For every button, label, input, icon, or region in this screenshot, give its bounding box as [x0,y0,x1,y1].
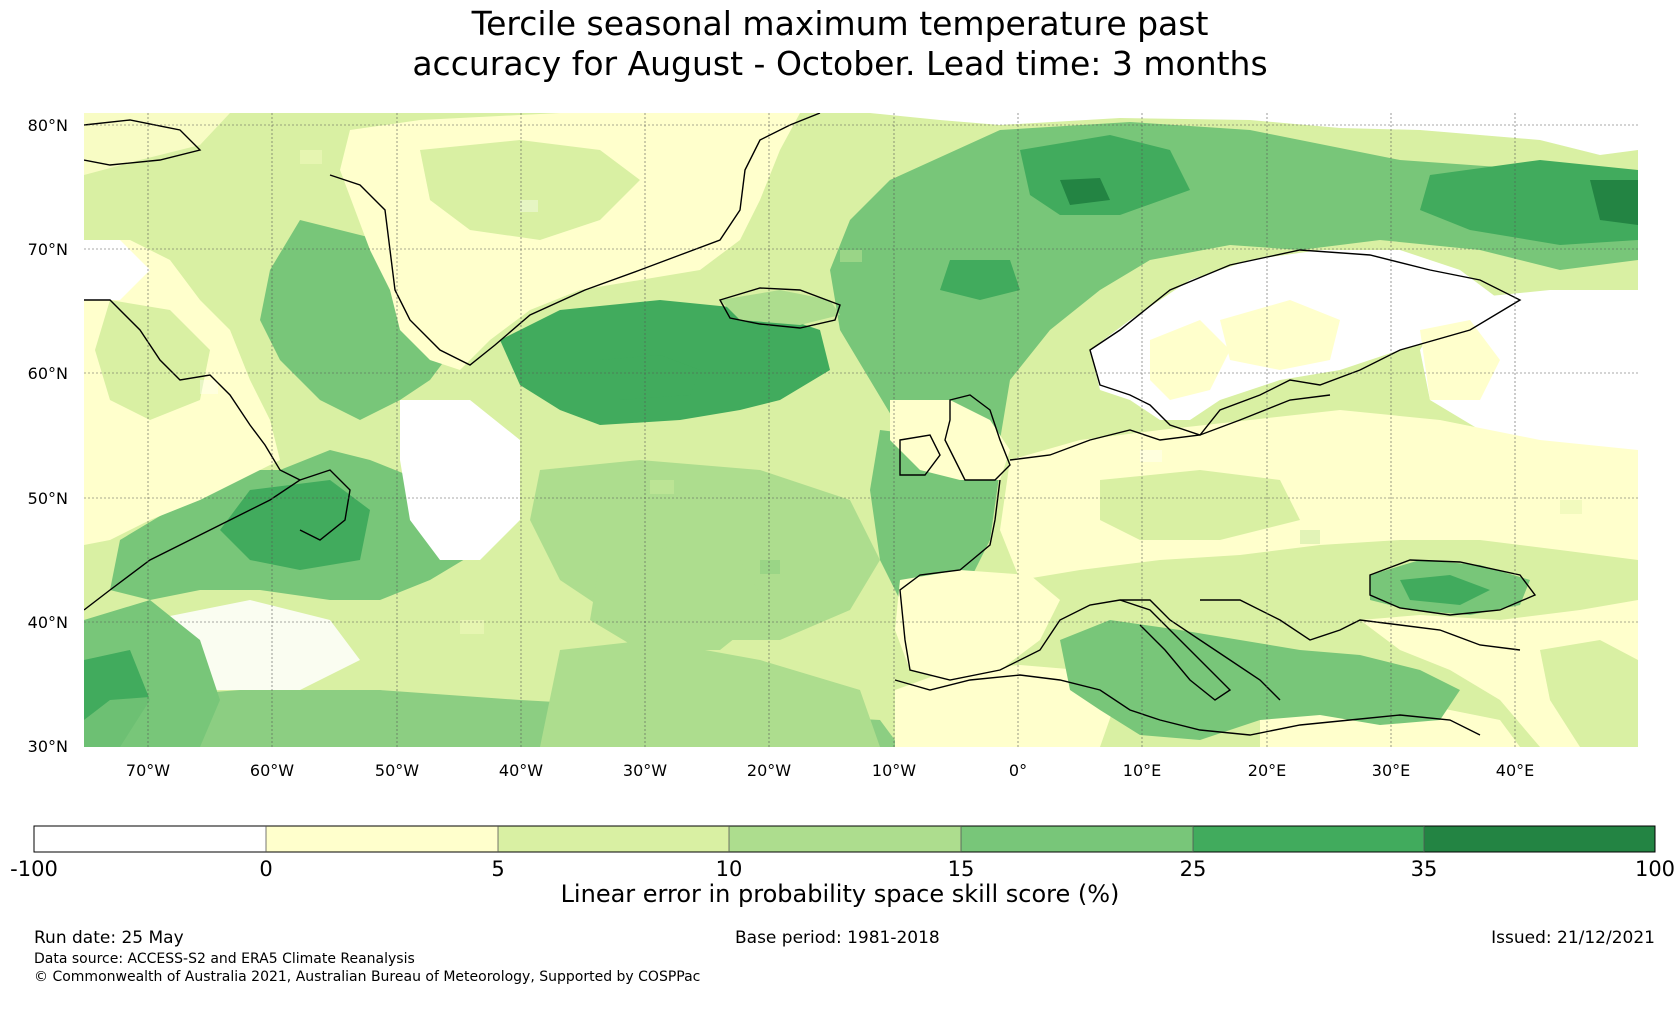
colorbar-tick-10: 10 [716,857,743,881]
labrador-coast [84,299,302,611]
lon-label-20e: 20°E [1248,761,1286,780]
colorbar-tick-15: 15 [948,857,975,881]
lon-label-70w: 70°W [126,761,170,780]
lat-label-70n: 70°N [28,240,68,259]
issued-date: Issued: 21/12/2021 [1491,928,1655,948]
colorbar-bin-6 [1193,826,1424,852]
colorbar-tick-5: 5 [491,857,504,881]
colorbar-bin-7 [1424,826,1655,852]
lon-label-60w: 60°W [250,761,294,780]
colorbar-bin-4 [729,826,961,852]
lat-label-30n: 30°N [28,737,68,756]
newfoundland-coast [299,469,351,541]
lat-label-40n: 40°N [28,613,68,632]
colorbar-tick-100: 100 [1635,857,1675,881]
colorbar-bin-3 [498,826,729,852]
colorbar-bin-1 [34,826,266,852]
blacksea-coast [1369,559,1537,616]
title-line-1: Tercile seasonal maximum temperature pas… [471,4,1209,43]
lon-label-0: 0° [1009,761,1027,780]
lon-label-10e: 10°E [1123,761,1161,780]
run-date: Run date: 25 May [34,928,184,948]
land-skill-field [84,113,1638,747]
colorbar-title: Linear error in probability space skill … [560,880,1120,908]
lon-label-40w: 40°W [499,761,543,780]
britain-coast [944,394,1011,481]
iceland-coast [718,287,841,329]
lat-label-60n: 60°N [28,364,68,383]
grain-overlay [200,150,1582,634]
data-source: Data source: ACCESS-S2 and ERA5 Climate … [34,951,415,967]
lon-label-10w: 10°W [872,761,916,780]
colorbar-tick-35: 35 [1411,857,1438,881]
latitude-labels: 80°N 70°N 60°N 50°N 40°N 30°N [28,116,68,756]
colorbar-frame [33,825,1656,853]
ireland-coast [899,434,941,476]
lon-label-40e: 40°E [1496,761,1534,780]
title-line-2: accuracy for August - October. Lead time… [412,44,1268,83]
longitude-labels: 70°W 60°W 50°W 40°W 30°W 20°W 10°W 0° 10… [126,761,1534,780]
colorbar-bin-2 [266,826,498,852]
map-title: Tercile seasonal maximum temperature pas… [0,4,1680,84]
base-period: Base period: 1981-2018 [735,928,940,948]
lon-label-30w: 30°W [623,761,667,780]
italy-coast [1119,599,1232,701]
graticule [84,113,1638,747]
colorbar-bin-5 [961,826,1193,852]
skill-score-map [84,113,1638,747]
colorbar-tick-0: 0 [259,857,272,881]
colorbar: -100 0 5 10 15 25 35 100 [10,825,1675,881]
baffin-coast [84,119,202,166]
colorbar-tick-25: 25 [1180,857,1207,881]
copyright: © Commonwealth of Australia 2021, Austra… [34,969,701,985]
africa-coast [894,674,1481,736]
europe-coast [899,394,1521,701]
lon-label-30e: 30°E [1372,761,1410,780]
lon-label-20w: 20°W [747,761,791,780]
lat-label-50n: 50°N [28,489,68,508]
lat-label-80n: 80°N [28,116,68,135]
scandinavia-coast [1089,249,1522,436]
greenland-coast [329,113,821,366]
lon-label-50w: 50°W [375,761,419,780]
colorbar-tick--100: -100 [10,857,58,881]
coastlines [84,113,1537,736]
